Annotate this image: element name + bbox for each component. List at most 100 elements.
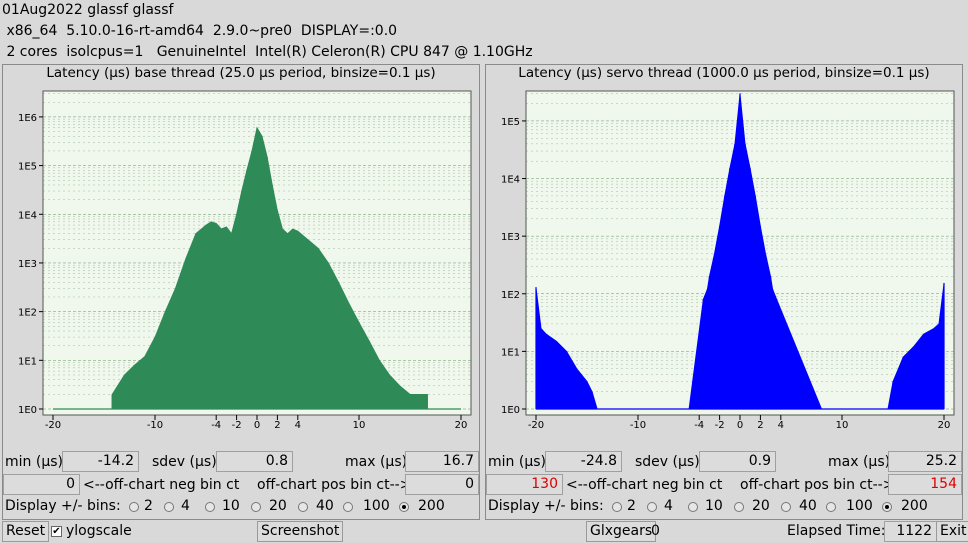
base-xtick-label: 10 [353,420,366,429]
servo-bin-label-4: 4 [664,498,673,514]
base-ytick-label: 1E4 [18,210,37,221]
base-bin-label-10: 10 [222,498,240,514]
servo-ytick-label: 1E0 [501,405,520,416]
base-pos-label: off-chart pos bin ct--> [257,477,412,493]
base-offchart-row: 0 <--off-chart neg bin ct off-chart pos … [3,474,479,496]
base-bin-radio-200[interactable] [399,502,409,512]
base-bins-label: Display +/- bins: [5,498,121,514]
base-bin-radio-40[interactable] [298,502,308,512]
base-thread-panel: Latency (µs) base thread (25.0 µs period… [2,64,480,520]
base-min-value: -14.2 [62,451,139,472]
servo-bin-label-100: 100 [846,498,873,514]
servo-xtick-label: 2 [757,420,763,429]
base-xtick-label: -10 [147,420,163,429]
base-min-label: min (µs) [5,454,63,470]
servo-xtick-label: -4 [694,420,704,429]
base-bin-label-200: 200 [418,498,445,514]
reset-button[interactable]: Reset [2,521,50,542]
servo-xtick-label: -2 [715,420,725,429]
servo-ytick-label: 1E5 [501,117,520,128]
servo-xtick-label: -10 [630,420,646,429]
base-bin-label-20: 20 [269,498,287,514]
servo-bins-selector: Display +/- bins: 2 4 10 20 40 100 200 [486,497,962,517]
servo-pos-count: 154 [888,474,962,495]
base-neg-label: <--off-chart neg bin ct [83,477,240,493]
cpu-info-line: 2 cores isolcpus=1 GenuineIntel Intel(R)… [2,44,533,60]
servo-bin-radio-2[interactable] [612,502,622,512]
base-bin-label-2: 2 [144,498,153,514]
base-pos-count: 0 [405,474,479,495]
base-stats-row: min (µs) -14.2 sdev (µs) 0.8 max (µs) 16… [3,451,479,473]
base-xtick-label: 2 [274,420,280,429]
servo-bin-radio-20[interactable] [734,502,744,512]
elapsed-time-value: 1122 [884,521,937,542]
servo-bin-radio-100[interactable] [826,502,836,512]
servo-bin-radio-4[interactable] [647,502,657,512]
base-bin-label-4: 4 [181,498,190,514]
base-xtick-label: -2 [232,420,242,429]
servo-ytick-label: 1E4 [501,175,520,186]
glxgears-count: 0 [651,523,660,539]
base-bin-radio-2[interactable] [129,502,139,512]
servo-xtick-label: 10 [836,420,849,429]
base-latency-histogram: 1E0 1E1 1E2 1E3 1E4 1E5 1E6 -20 -10 -4 -2 0 2 4 10 20 [7,85,477,429]
ylogscale-checkbox[interactable]: ✔ [51,526,62,537]
servo-max-label: max (µs) [828,454,891,470]
base-neg-count: 0 [3,474,80,495]
servo-stats-row: min (µs) -24.8 sdev (µs) 0.9 max (µs) 25… [486,451,962,473]
base-bin-radio-100[interactable] [343,502,353,512]
servo-bin-label-200: 200 [901,498,928,514]
base-ytick-label: 1E0 [18,405,37,416]
base-bin-radio-10[interactable] [205,502,215,512]
servo-ytick-label: 1E1 [501,347,520,358]
servo-max-value: 25.2 [888,451,962,472]
ylogscale-label: ylogscale [66,523,132,539]
base-ytick-label: 1E5 [18,162,37,173]
servo-bin-radio-10[interactable] [688,502,698,512]
base-xtick-label: 0 [254,420,260,429]
base-ytick-label: 1E2 [18,308,37,319]
base-xtick-label: 20 [455,420,468,429]
base-bin-radio-20[interactable] [251,502,261,512]
base-ytick-label: 1E3 [18,259,37,270]
screenshot-button[interactable]: Screenshot [257,521,344,542]
glxgears-button[interactable]: Glxgears [586,521,657,542]
base-xtick-label: 4 [295,420,301,429]
base-bin-label-40: 40 [316,498,334,514]
base-ytick-label: 1E1 [18,356,37,367]
base-bins-selector: Display +/- bins: 2 4 10 20 40 100 200 [3,497,479,517]
servo-latency-histogram: 1E0 1E1 1E2 1E3 1E4 1E5 -20 -10 -4 -2 0 2 4 10 20 [490,85,960,429]
kernel-version-line: x86_64 5.10.0-16-rt-amd64 2.9.0~pre0 DIS… [2,23,398,39]
base-sdev-value: 0.8 [216,451,293,472]
base-bin-radio-4[interactable] [164,502,174,512]
servo-thread-panel: Latency (µs) servo thread (1000.0 µs per… [485,64,963,520]
servo-bin-label-10: 10 [705,498,723,514]
elapsed-time-label: Elapsed Time: [787,523,886,539]
servo-bin-radio-40[interactable] [781,502,791,512]
servo-xtick-label: 0 [737,420,743,429]
servo-xtick-label: 20 [938,420,951,429]
base-plot-title: Latency (µs) base thread (25.0 µs period… [46,65,436,81]
servo-pos-label: off-chart pos bin ct--> [740,477,895,493]
servo-sdev-value: 0.9 [699,451,776,472]
base-bin-label-100: 100 [363,498,390,514]
base-max-value: 16.7 [405,451,479,472]
servo-bin-radio-200[interactable] [882,502,892,512]
host-date-line: 01Aug2022 glassf glassf [2,2,174,18]
base-ytick-label: 1E6 [18,113,37,124]
servo-xtick-label: 4 [778,420,784,429]
servo-plot-title: Latency (µs) servo thread (1000.0 µs per… [518,65,930,81]
servo-bins-label: Display +/- bins: [488,498,604,514]
servo-xtick-label: -20 [528,420,544,429]
servo-ytick-label: 1E2 [501,290,520,301]
exit-button[interactable]: Exit [936,521,968,542]
base-xtick-label: -20 [45,420,61,429]
servo-bin-label-2: 2 [627,498,636,514]
servo-min-label: min (µs) [488,454,546,470]
servo-ytick-label: 1E3 [501,232,520,243]
servo-bin-label-20: 20 [752,498,770,514]
base-max-label: max (µs) [345,454,408,470]
servo-sdev-label: sdev (µs) [635,454,700,470]
